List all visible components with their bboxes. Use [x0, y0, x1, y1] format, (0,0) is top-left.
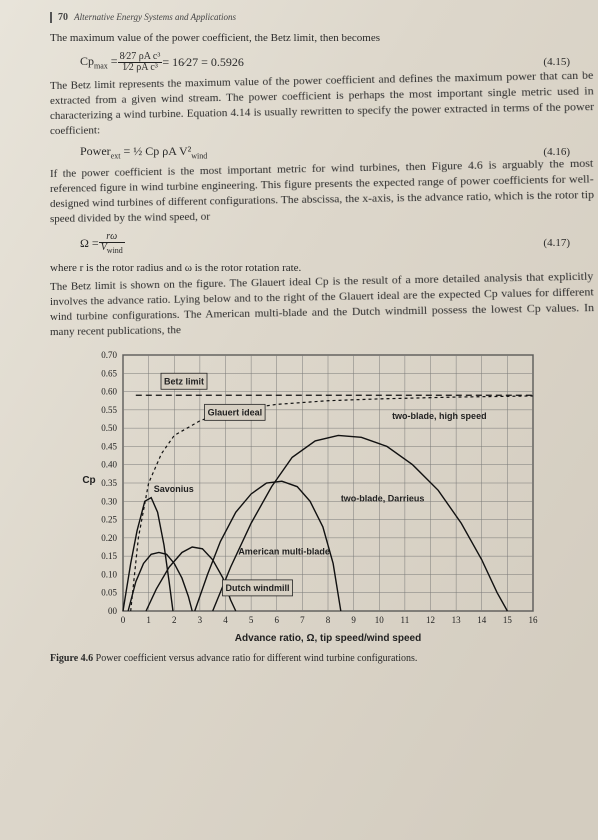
svg-text:10: 10	[375, 615, 385, 625]
page-number: 70	[58, 12, 72, 23]
eqnum-4-17: (4.17)	[543, 237, 570, 249]
svg-text:0.40: 0.40	[101, 460, 117, 470]
caption-text: Power coefficient versus advance ratio f…	[93, 653, 417, 664]
svg-text:0.60: 0.60	[101, 387, 117, 397]
svg-text:0.70: 0.70	[101, 350, 117, 360]
svg-text:0.55: 0.55	[101, 405, 117, 415]
svg-text:0.10: 0.10	[101, 570, 117, 580]
svg-text:0.05: 0.05	[101, 588, 117, 598]
svg-text:9: 9	[351, 615, 356, 625]
svg-text:Cp: Cp	[82, 475, 95, 486]
svg-text:7: 7	[300, 615, 305, 625]
svg-text:0.35: 0.35	[101, 478, 117, 488]
para-betz: The Betz limit represents the maximum va…	[50, 68, 595, 138]
svg-text:4: 4	[223, 615, 228, 625]
eqnum-4-15: (4.15)	[543, 56, 570, 68]
svg-text:0: 0	[121, 615, 126, 625]
svg-text:0.65: 0.65	[101, 368, 117, 378]
svg-text:two-blade, Darrieus: two-blade, Darrieus	[341, 493, 425, 503]
svg-text:Dutch windmill: Dutch windmill	[226, 583, 290, 593]
svg-text:Betz limit: Betz limit	[164, 376, 204, 386]
svg-text:0.50: 0.50	[101, 423, 117, 433]
svg-text:14: 14	[477, 615, 487, 625]
svg-text:Savonius: Savonius	[154, 484, 194, 494]
svg-text:0.20: 0.20	[101, 533, 117, 543]
svg-text:11: 11	[401, 615, 410, 625]
svg-text:American multi-blade: American multi-blade	[238, 547, 330, 557]
caption-label: Figure 4.6	[50, 653, 93, 664]
running-header: 70 Alternative Energy Systems and Applic…	[50, 12, 570, 23]
svg-text:0.30: 0.30	[101, 496, 117, 506]
svg-text:00: 00	[108, 606, 118, 616]
svg-text:3: 3	[198, 615, 203, 625]
svg-text:0.45: 0.45	[101, 442, 117, 452]
svg-text:0.25: 0.25	[101, 515, 117, 525]
svg-text:two-blade, high speed: two-blade, high speed	[392, 411, 487, 421]
figure-caption: Figure 4.6 Power coefficient versus adva…	[50, 653, 570, 664]
para-intro: The maximum value of the power coefficie…	[50, 31, 570, 46]
svg-text:13: 13	[452, 615, 462, 625]
svg-text:0.15: 0.15	[101, 551, 117, 561]
svg-text:1: 1	[146, 615, 151, 625]
svg-text:Advance ratio, Ω, tip speed/wi: Advance ratio, Ω, tip speed/wind speed	[235, 633, 421, 644]
para-fig: If the power coefficient is the most imp…	[50, 156, 595, 226]
svg-text:12: 12	[426, 615, 435, 625]
svg-text:6: 6	[275, 615, 280, 625]
svg-text:Glauert ideal: Glauert ideal	[208, 408, 263, 418]
cp-chart: 012345678910111213141516000.050.100.150.…	[75, 347, 545, 647]
svg-text:5: 5	[249, 615, 254, 625]
svg-text:8: 8	[326, 615, 331, 625]
svg-text:15: 15	[503, 615, 513, 625]
svg-text:16: 16	[529, 615, 539, 625]
para-last: The Betz limit is shown on the figure. T…	[50, 269, 595, 339]
running-title: Alternative Energy Systems and Applicati…	[74, 12, 236, 22]
equation-4-17: Ω = rω Vwind (4.17)	[80, 232, 570, 255]
svg-text:2: 2	[172, 615, 177, 625]
